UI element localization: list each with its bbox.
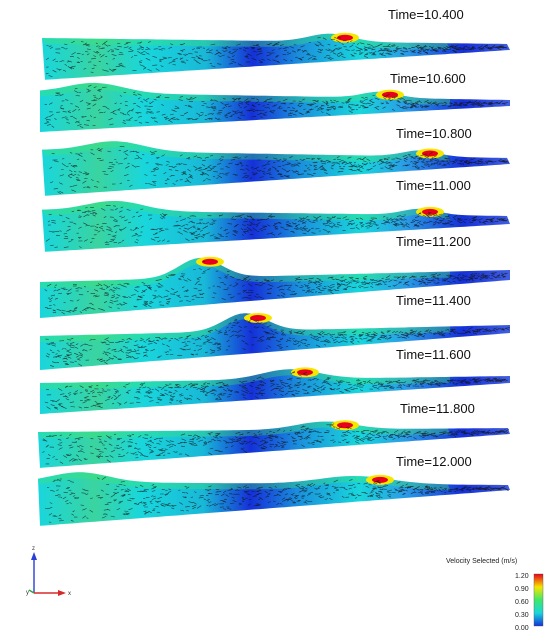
legend-tick: 0.60 [515,599,529,606]
velocity-field-panel [40,367,510,414]
velocity-field-panel [42,201,510,252]
velocity-hotspot [382,91,398,98]
breaking-front [416,206,444,217]
velocity-vectors [45,318,510,367]
velocity-hotspot [337,34,353,41]
time-label: Time=11.600 [396,347,471,362]
legend-tick: 0.30 [515,612,529,619]
snapshot-0: Time=10.400 [42,7,510,80]
breaking-front [331,32,359,43]
x-axis-arrow-icon [58,590,66,596]
time-label: Time=11.800 [400,401,475,416]
snapshot-4: Time=11.200 [40,234,510,318]
z-axis-arrow-icon [31,552,37,560]
velocity-vectors [44,85,508,128]
velocity-field-panel [40,313,510,370]
axis-triad: z x y [26,546,71,597]
velocity-hotspot [202,258,218,265]
snapshot-3: Time=11.000 [42,178,510,252]
surface-layer [40,313,450,342]
snapshot-7: Time=11.800 [38,401,510,468]
y-axis-label: y [26,590,29,596]
time-label: Time=11.200 [396,234,471,249]
z-axis-label: z [32,546,35,552]
time-label: Time=11.000 [396,178,471,193]
water-body [38,472,510,526]
water-body [38,421,510,468]
time-label: Time=11.400 [396,293,471,308]
time-label: Time=12.000 [396,454,472,469]
legend-colorbar [533,573,544,627]
velocity-hotspot [297,369,313,376]
velocity-vectors [44,260,508,315]
x-axis-label: x [68,591,71,597]
velocity-field-panel [38,472,510,526]
time-label: Time=10.800 [396,126,472,141]
breaking-front [244,313,272,323]
legend-tick: 1.20 [515,573,529,580]
velocity-field-panel [42,32,510,80]
water-body [40,257,510,318]
water-body [40,313,510,370]
snapshot-1: Time=10.600 [40,71,510,132]
velocity-vectors [42,423,510,465]
velocity-hotspot [422,208,438,215]
velocity-field-panel [40,256,510,318]
time-label: Time=10.400 [388,7,464,22]
breaking-front [196,256,224,267]
snapshot-5: Time=11.400 [40,293,510,370]
surface-layer [42,201,450,221]
velocity-vectors [44,476,509,523]
snapshot-6: Time=11.600 [40,347,510,414]
velocity-field-panel [40,82,510,132]
breaking-front [416,148,444,159]
y-axis-line [28,589,35,594]
velocity-vectors [45,36,508,78]
velocity-hotspot [422,150,438,157]
velocity-vectors [49,146,509,194]
velocity-vectors [45,205,509,248]
surface-layer [40,257,450,288]
legend-tick: 0.90 [515,586,529,593]
breaking-front [291,367,319,378]
legend-title: Velocity Selected (m/s) [446,558,517,565]
velocity-hotspot [250,315,266,321]
surface-layer [42,141,450,162]
snapshot-8: Time=12.000 [38,454,510,526]
snapshot-2: Time=10.800 [42,126,510,196]
velocity-legend: Velocity Selected (m/s) 1.20 0.90 0.60 0… [446,558,544,632]
velocity-hotspot [372,476,388,483]
velocity-hotspot [337,422,353,429]
time-label: Time=10.600 [390,71,466,86]
breaking-front [331,420,359,431]
legend-tick: 0.00 [515,625,529,632]
velocity-vectors [44,371,509,410]
velocity-field-panel [42,141,510,196]
velocity-field-panel [38,420,510,468]
surface-layer [40,82,450,105]
breaking-front [376,89,404,100]
